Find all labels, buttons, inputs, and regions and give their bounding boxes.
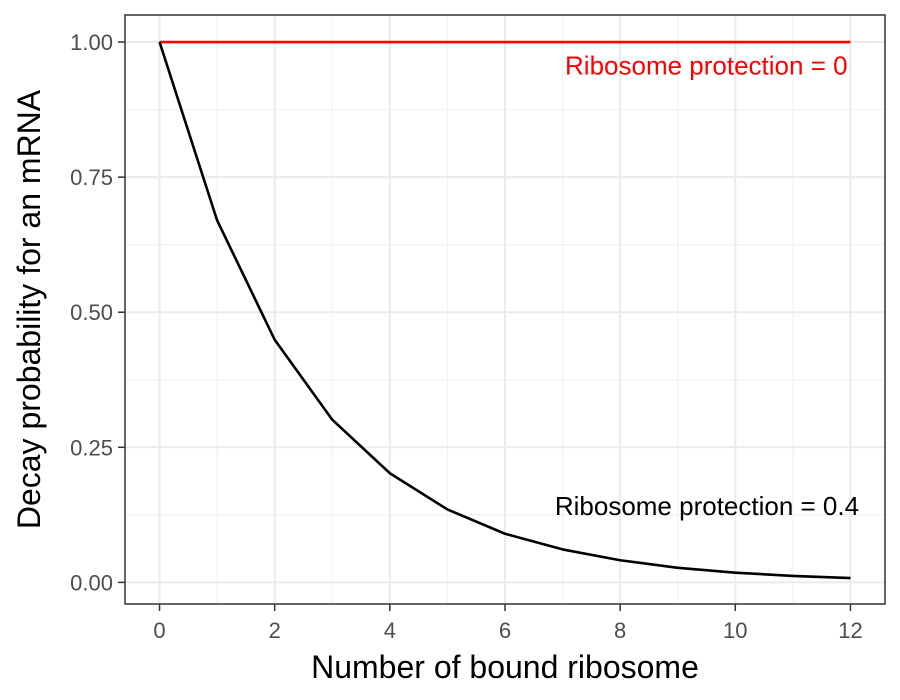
x-tick-label: 10 — [723, 618, 747, 643]
y-axis-title: Decay probability for an mRNA — [11, 89, 47, 529]
x-tick-label: 8 — [614, 618, 626, 643]
y-tick-label: 0.00 — [70, 570, 113, 595]
series-line-protection-0-4 — [158, 41, 851, 580]
x-tick-label: 4 — [384, 618, 396, 643]
annotation-protection-0: Ribosome protection = 0 — [565, 50, 848, 80]
y-tick-label: 0.75 — [70, 165, 113, 190]
x-tick-label: 0 — [153, 618, 165, 643]
y-tick-label: 0.50 — [70, 300, 113, 325]
x-axis: 0 2 4 6 8 10 12 — [153, 604, 863, 643]
annotation-layer: Ribosome protection = 0 Ribosome protecti… — [555, 50, 859, 520]
y-tick-label: 0.25 — [70, 435, 113, 460]
x-tick-label: 6 — [499, 618, 511, 643]
y-tick-label: 1.00 — [70, 30, 113, 55]
x-axis-title: Number of bound ribosome — [311, 649, 699, 685]
y-axis: 0.00 0.25 0.50 0.75 1.00 — [70, 30, 125, 595]
series-layer — [158, 40, 851, 580]
x-tick-label: 12 — [838, 618, 862, 643]
x-tick-label: 2 — [269, 618, 281, 643]
annotation-protection-0-4: Ribosome protection = 0.4 — [555, 491, 859, 521]
